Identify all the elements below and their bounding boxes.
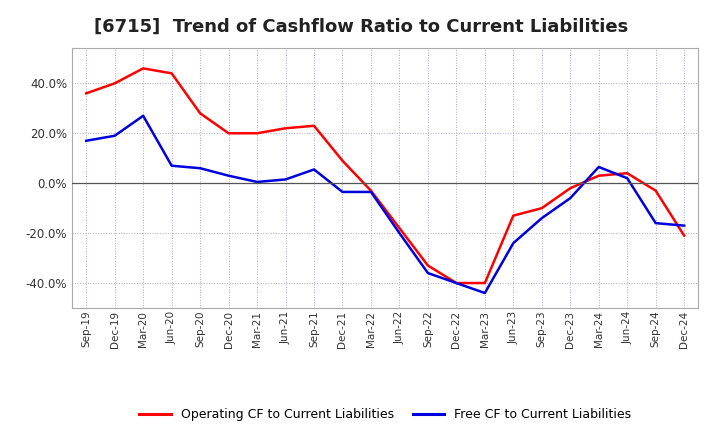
Operating CF to Current Liabilities xyxy=(225,131,233,136)
Operating CF to Current Liabilities xyxy=(139,66,148,71)
Operating CF to Current Liabilities xyxy=(366,188,375,193)
Operating CF to Current Liabilities xyxy=(623,171,631,176)
Free CF to Current Liabilities xyxy=(310,167,318,172)
Free CF to Current Liabilities xyxy=(423,271,432,276)
Free CF to Current Liabilities xyxy=(225,173,233,178)
Free CF to Current Liabilities xyxy=(253,180,261,185)
Line: Free CF to Current Liabilities: Free CF to Current Liabilities xyxy=(86,116,684,293)
Free CF to Current Liabilities xyxy=(595,164,603,169)
Operating CF to Current Liabilities xyxy=(167,71,176,76)
Free CF to Current Liabilities xyxy=(537,216,546,221)
Free CF to Current Liabilities xyxy=(452,280,461,286)
Line: Operating CF to Current Liabilities: Operating CF to Current Liabilities xyxy=(86,68,684,283)
Operating CF to Current Liabilities xyxy=(452,280,461,286)
Free CF to Current Liabilities xyxy=(652,220,660,226)
Free CF to Current Liabilities xyxy=(480,290,489,296)
Operating CF to Current Liabilities xyxy=(310,123,318,128)
Operating CF to Current Liabilities xyxy=(480,280,489,286)
Operating CF to Current Liabilities xyxy=(595,173,603,178)
Operating CF to Current Liabilities xyxy=(282,126,290,131)
Operating CF to Current Liabilities xyxy=(566,186,575,191)
Free CF to Current Liabilities xyxy=(395,231,404,236)
Operating CF to Current Liabilities xyxy=(253,131,261,136)
Legend: Operating CF to Current Liabilities, Free CF to Current Liabilities: Operating CF to Current Liabilities, Fre… xyxy=(135,403,636,426)
Operating CF to Current Liabilities xyxy=(652,188,660,193)
Operating CF to Current Liabilities xyxy=(680,233,688,238)
Text: [6715]  Trend of Cashflow Ratio to Current Liabilities: [6715] Trend of Cashflow Ratio to Curren… xyxy=(94,18,628,36)
Free CF to Current Liabilities xyxy=(566,195,575,201)
Free CF to Current Liabilities xyxy=(167,163,176,169)
Free CF to Current Liabilities xyxy=(509,240,518,246)
Operating CF to Current Liabilities xyxy=(110,81,119,86)
Free CF to Current Liabilities xyxy=(110,133,119,139)
Free CF to Current Liabilities xyxy=(282,177,290,182)
Free CF to Current Liabilities xyxy=(680,223,688,228)
Free CF to Current Liabilities xyxy=(338,189,347,194)
Operating CF to Current Liabilities xyxy=(338,158,347,163)
Free CF to Current Liabilities xyxy=(139,113,148,118)
Operating CF to Current Liabilities xyxy=(82,91,91,96)
Operating CF to Current Liabilities xyxy=(423,263,432,268)
Free CF to Current Liabilities xyxy=(82,138,91,143)
Operating CF to Current Liabilities xyxy=(196,110,204,116)
Operating CF to Current Liabilities xyxy=(537,205,546,211)
Free CF to Current Liabilities xyxy=(366,189,375,194)
Free CF to Current Liabilities xyxy=(623,176,631,181)
Operating CF to Current Liabilities xyxy=(395,225,404,231)
Free CF to Current Liabilities xyxy=(196,165,204,171)
Operating CF to Current Liabilities xyxy=(509,213,518,218)
